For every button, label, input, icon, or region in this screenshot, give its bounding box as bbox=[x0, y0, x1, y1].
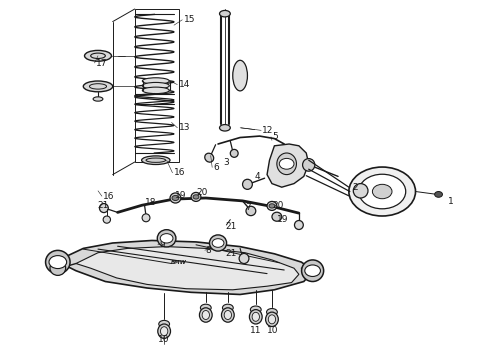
Ellipse shape bbox=[99, 204, 108, 212]
Ellipse shape bbox=[142, 156, 170, 165]
Text: 10: 10 bbox=[158, 335, 169, 343]
Text: 8: 8 bbox=[206, 246, 212, 255]
Bar bbox=[135, 9, 179, 162]
Ellipse shape bbox=[233, 60, 247, 91]
Text: 9: 9 bbox=[159, 240, 165, 249]
Text: 21: 21 bbox=[225, 249, 237, 258]
Text: 7: 7 bbox=[245, 202, 251, 212]
Text: 16: 16 bbox=[174, 168, 185, 177]
Text: 17: 17 bbox=[96, 59, 107, 68]
Ellipse shape bbox=[50, 261, 66, 275]
Text: 18: 18 bbox=[145, 198, 156, 207]
Ellipse shape bbox=[250, 306, 261, 313]
Text: 15: 15 bbox=[184, 15, 195, 24]
Ellipse shape bbox=[199, 308, 212, 322]
Ellipse shape bbox=[143, 87, 170, 94]
Circle shape bbox=[172, 195, 179, 201]
Text: 11: 11 bbox=[250, 326, 261, 335]
Text: 12: 12 bbox=[262, 126, 273, 135]
Text: 21: 21 bbox=[225, 222, 237, 231]
Ellipse shape bbox=[221, 308, 234, 322]
Text: 19: 19 bbox=[175, 191, 187, 199]
Ellipse shape bbox=[303, 158, 315, 171]
Text: 6: 6 bbox=[213, 163, 219, 172]
Ellipse shape bbox=[205, 153, 214, 162]
Ellipse shape bbox=[222, 304, 233, 311]
Ellipse shape bbox=[83, 81, 113, 92]
Ellipse shape bbox=[294, 220, 303, 230]
Ellipse shape bbox=[239, 253, 249, 264]
Text: 13: 13 bbox=[179, 123, 190, 132]
Ellipse shape bbox=[191, 192, 201, 202]
Ellipse shape bbox=[224, 310, 232, 320]
Text: 20: 20 bbox=[272, 202, 283, 210]
Text: 1: 1 bbox=[448, 197, 454, 206]
Text: 10: 10 bbox=[267, 326, 278, 335]
Ellipse shape bbox=[267, 202, 277, 210]
Ellipse shape bbox=[272, 212, 282, 221]
Ellipse shape bbox=[200, 304, 211, 311]
Circle shape bbox=[160, 234, 173, 243]
Ellipse shape bbox=[161, 327, 168, 336]
Circle shape bbox=[279, 158, 294, 169]
Ellipse shape bbox=[353, 184, 368, 198]
Text: 21: 21 bbox=[97, 202, 108, 210]
Ellipse shape bbox=[46, 251, 70, 274]
Ellipse shape bbox=[84, 50, 112, 61]
Polygon shape bbox=[267, 144, 309, 187]
Ellipse shape bbox=[269, 315, 275, 324]
Polygon shape bbox=[76, 247, 299, 290]
Circle shape bbox=[305, 265, 320, 276]
Text: 19: 19 bbox=[277, 215, 288, 224]
Text: 16: 16 bbox=[103, 192, 114, 201]
Ellipse shape bbox=[249, 310, 262, 324]
Circle shape bbox=[435, 192, 442, 197]
Text: 2: 2 bbox=[353, 183, 358, 192]
Ellipse shape bbox=[246, 206, 256, 216]
Ellipse shape bbox=[266, 312, 278, 327]
Circle shape bbox=[212, 239, 224, 247]
Ellipse shape bbox=[103, 216, 110, 223]
Ellipse shape bbox=[159, 320, 170, 328]
Ellipse shape bbox=[267, 309, 277, 316]
Ellipse shape bbox=[202, 310, 210, 320]
Circle shape bbox=[359, 174, 406, 209]
Text: 20: 20 bbox=[196, 188, 207, 197]
Ellipse shape bbox=[170, 193, 181, 203]
Ellipse shape bbox=[252, 312, 260, 321]
Circle shape bbox=[269, 204, 275, 208]
Text: 5: 5 bbox=[272, 132, 278, 141]
Circle shape bbox=[349, 167, 416, 216]
Ellipse shape bbox=[302, 260, 323, 282]
Ellipse shape bbox=[210, 235, 226, 251]
Ellipse shape bbox=[158, 324, 171, 338]
Text: BMW: BMW bbox=[171, 260, 187, 265]
Text: 14: 14 bbox=[179, 80, 190, 89]
Ellipse shape bbox=[93, 97, 103, 101]
Text: 3: 3 bbox=[223, 158, 229, 167]
Ellipse shape bbox=[143, 78, 170, 84]
Text: 4: 4 bbox=[255, 172, 260, 181]
Polygon shape bbox=[56, 240, 314, 294]
Circle shape bbox=[372, 184, 392, 199]
Circle shape bbox=[49, 256, 67, 269]
Ellipse shape bbox=[230, 149, 238, 157]
Circle shape bbox=[193, 195, 199, 199]
Ellipse shape bbox=[277, 153, 296, 175]
Ellipse shape bbox=[243, 179, 252, 189]
Ellipse shape bbox=[157, 230, 176, 247]
Ellipse shape bbox=[220, 10, 230, 17]
Ellipse shape bbox=[142, 214, 150, 222]
Ellipse shape bbox=[143, 82, 170, 89]
Ellipse shape bbox=[220, 125, 230, 131]
